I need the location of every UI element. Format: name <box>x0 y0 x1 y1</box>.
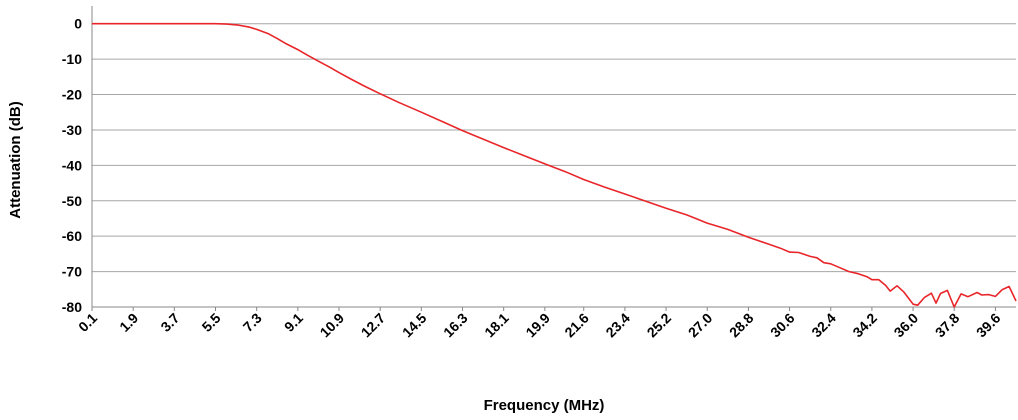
series-layer <box>92 22 1017 308</box>
x-tick-label: 30.6 <box>767 310 798 341</box>
x-tick-label: 25.2 <box>644 310 675 341</box>
y-axis-title: Attenuation (dB) <box>7 101 24 218</box>
x-tick-label: 10.9 <box>317 310 348 341</box>
x-tick-label: 37.8 <box>932 310 963 341</box>
x-tick-label: 14.5 <box>399 310 430 341</box>
x-tick-label: 16.3 <box>440 310 471 341</box>
y-tick-label: -60 <box>62 228 82 244</box>
x-tick-label: 7.3 <box>240 310 265 335</box>
y-tick-label: -70 <box>62 264 82 280</box>
x-tick-label: 1.9 <box>116 310 141 335</box>
y-tick-label: -50 <box>62 193 82 209</box>
x-tick-label: 32.4 <box>808 310 839 341</box>
x-tick-label: 39.6 <box>973 310 1004 341</box>
plot-background <box>92 6 1016 307</box>
x-tick-label: 36.0 <box>891 310 922 341</box>
x-tick-label: 34.2 <box>849 310 880 341</box>
y-tick-label: -40 <box>62 157 82 173</box>
y-tick-label: -10 <box>62 51 82 67</box>
x-tick-label: 23.4 <box>602 310 633 341</box>
x-tick-label: 28.8 <box>726 310 757 341</box>
y-tick-label: 0 <box>74 16 82 32</box>
x-tick-label: 18.1 <box>481 310 512 341</box>
x-tick-label: 21.6 <box>561 310 592 341</box>
x-tick-label: 3.7 <box>157 310 182 335</box>
x-tick-label: 5.5 <box>199 310 224 335</box>
x-tick-label: 9.1 <box>281 310 306 335</box>
x-tick-labels: 0.1 1.9 3.7 5.5 7.3 9.1 10.9 12.7 14.5 16.3 18.1 19… <box>75 307 1004 340</box>
x-tick-label: 19.9 <box>522 310 553 341</box>
x-tick-label: 12.7 <box>358 310 389 341</box>
y-tick-label: -80 <box>62 299 82 315</box>
y-tick-labels: 0 -10 -20 -30 -40 -50 -60 -70 -80 <box>62 16 82 315</box>
x-axis-title: Frequency (MHz) <box>484 397 605 414</box>
x-tick-label: 27.0 <box>685 310 716 341</box>
y-tick-label: -30 <box>62 122 82 138</box>
series-line-0 <box>92 22 1017 308</box>
y-tick-label: -20 <box>62 87 82 103</box>
